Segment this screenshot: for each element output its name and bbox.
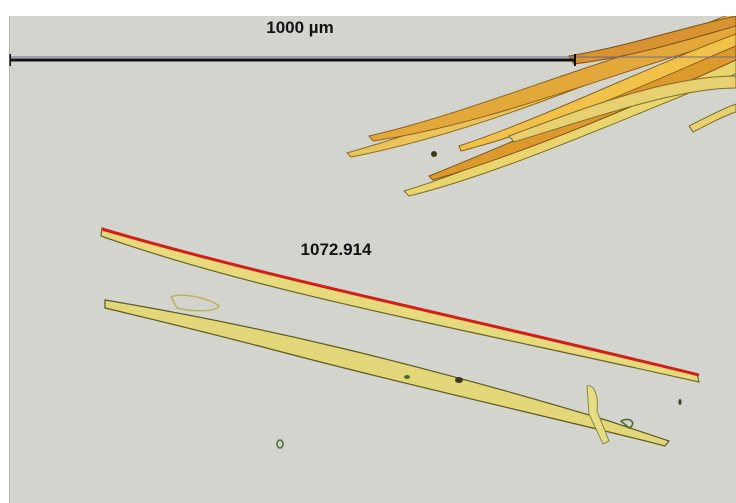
fiber-bundle	[346, 16, 736, 197]
second-fiber	[104, 294, 682, 449]
measurement-value: 1072.914	[300, 240, 372, 259]
measurement-line	[101, 227, 700, 377]
micrograph-image	[9, 16, 736, 503]
scale-bar	[9, 54, 736, 66]
scale-bar-label: 1000 µm	[266, 18, 334, 37]
micrograph-svg	[9, 16, 736, 503]
